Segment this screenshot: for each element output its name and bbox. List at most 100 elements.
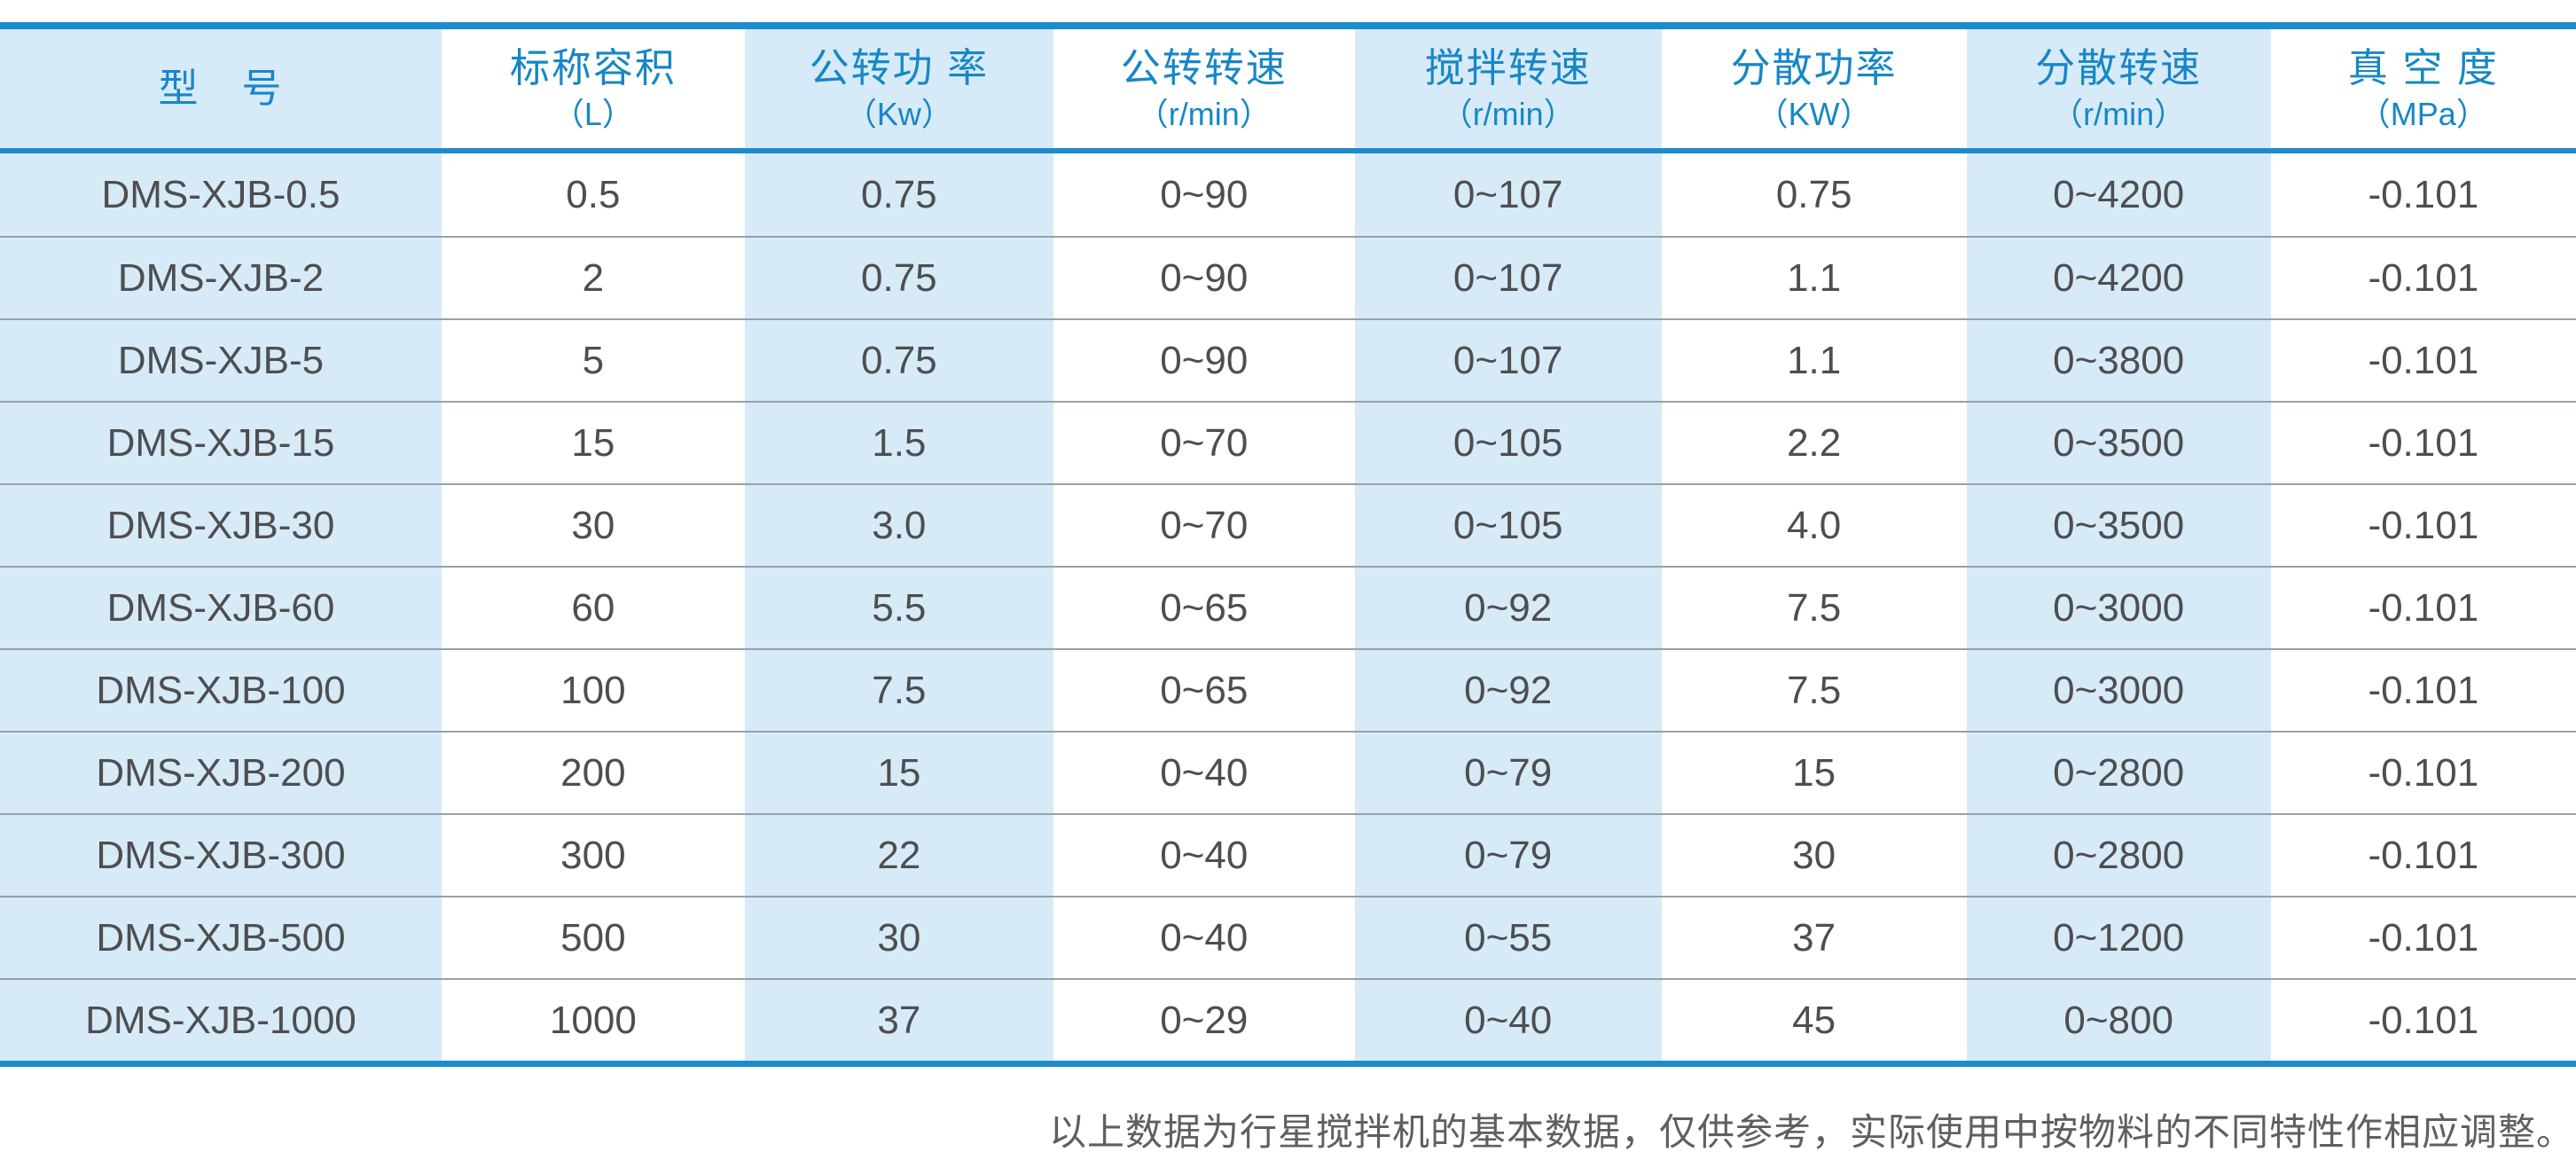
value-cell: 22 bbox=[744, 815, 1053, 896]
value-cell: -0.101 bbox=[2368, 750, 2479, 795]
value-cell: 60 bbox=[571, 585, 615, 630]
header-cell-2: 标称容积 （L） bbox=[442, 29, 745, 148]
table-row: DMS-XJB-500 500 30 0~40 0~55 37 0~1200 -0.101 bbox=[0, 896, 2576, 978]
header-unit: （L） bbox=[552, 95, 634, 132]
header-unit: （Kw） bbox=[844, 95, 953, 132]
header-unit: （r/min） bbox=[2051, 95, 2187, 132]
model-cell: DMS-XJB-2 bbox=[0, 238, 442, 318]
header-label: 搅拌转速 bbox=[1424, 45, 1592, 91]
value-cell: 0~4200 bbox=[1966, 153, 2271, 236]
value-cell: -0.101 bbox=[2368, 503, 2479, 547]
value-cell: 7.5 bbox=[1787, 668, 1842, 712]
value-cell: 0~70 bbox=[1160, 420, 1249, 465]
table-row: DMS-XJB-100 100 7.5 0~65 0~92 7.5 0~3000 -0.101 bbox=[0, 648, 2576, 731]
value-cell: 0~3800 bbox=[1966, 320, 2271, 401]
value-cell: 0~92 bbox=[1354, 650, 1662, 731]
header-cell-1: 型 号 bbox=[0, 29, 442, 148]
header-label: 型 号 bbox=[158, 66, 284, 112]
value-cell: 0~65 bbox=[1160, 668, 1249, 712]
value-cell: 37 bbox=[744, 980, 1053, 1061]
value-cell: 1.1 bbox=[1787, 338, 1842, 382]
header-unit: （r/min） bbox=[1136, 95, 1272, 132]
value-cell: 0~79 bbox=[1354, 815, 1662, 896]
value-cell: 0.75 bbox=[744, 153, 1053, 236]
value-cell: -0.101 bbox=[2368, 172, 2479, 216]
value-cell: 3.0 bbox=[744, 485, 1053, 566]
value-cell: 7.5 bbox=[1787, 585, 1842, 630]
model-cell: DMS-XJB-0.5 bbox=[0, 153, 442, 236]
table-row: DMS-XJB-60 60 5.5 0~65 0~92 7.5 0~3000 -0.101 bbox=[0, 566, 2576, 648]
header-label: 真 空 度 bbox=[2347, 45, 2499, 91]
value-cell: 0~3000 bbox=[1966, 568, 2271, 648]
value-cell: 300 bbox=[560, 833, 626, 877]
value-cell: 2 bbox=[582, 255, 605, 300]
value-cell: -0.101 bbox=[2368, 915, 2479, 960]
value-cell: 0.75 bbox=[744, 320, 1053, 401]
spec-table: 型 号 标称容积 （L） 公转功 率 （Kw） 公转转速 （r/min） 搅拌转速 （r/min… bbox=[0, 22, 2576, 1067]
header-unit: （KW） bbox=[1756, 95, 1872, 132]
value-cell: 0~800 bbox=[1966, 980, 2271, 1061]
value-cell: 15 bbox=[571, 420, 615, 465]
value-cell: 0~92 bbox=[1354, 568, 1662, 648]
value-cell: -0.101 bbox=[2368, 338, 2479, 382]
value-cell: 0.75 bbox=[1775, 172, 1852, 216]
value-cell: 500 bbox=[560, 915, 626, 960]
value-cell: -0.101 bbox=[2368, 998, 2479, 1042]
model-cell: DMS-XJB-60 bbox=[0, 568, 442, 648]
table-top-border bbox=[0, 22, 2576, 29]
value-cell: 30 bbox=[1792, 833, 1836, 877]
value-cell: 0~3000 bbox=[1966, 650, 2271, 731]
value-cell: 200 bbox=[560, 750, 626, 795]
table-body: DMS-XJB-0.5 0.5 0.75 0~90 0~107 0.75 0~4200 -0.… bbox=[0, 153, 2576, 1061]
model-cell: DMS-XJB-100 bbox=[0, 650, 442, 731]
header-cell-5: 搅拌转速 （r/min） bbox=[1354, 29, 1662, 148]
table-row: DMS-XJB-1000 1000 37 0~29 0~40 45 0~800 -0.101 bbox=[0, 978, 2576, 1061]
value-cell: 15 bbox=[744, 733, 1053, 813]
value-cell: 0~107 bbox=[1354, 153, 1662, 236]
header-unit: （r/min） bbox=[1440, 95, 1576, 132]
value-cell: 0~105 bbox=[1354, 403, 1662, 483]
model-cell: DMS-XJB-15 bbox=[0, 403, 442, 483]
footnote: 以上数据为行星搅拌机的基本数据，仅供参考，实际使用中按物料的不同特性作相应调整。 bbox=[1048, 1110, 2574, 1152]
value-cell: 0~107 bbox=[1354, 320, 1662, 401]
header-label: 分散功率 bbox=[1730, 45, 1898, 91]
header-unit: （MPa） bbox=[2358, 95, 2488, 132]
value-cell: 0~2800 bbox=[1966, 733, 2271, 813]
value-cell: 0~40 bbox=[1354, 980, 1662, 1061]
table-row: DMS-XJB-200 200 15 0~40 0~79 15 0~2800 -0.101 bbox=[0, 731, 2576, 813]
table-row: DMS-XJB-0.5 0.5 0.75 0~90 0~107 0.75 0~4200 -0.… bbox=[0, 153, 2576, 236]
value-cell: 37 bbox=[1792, 915, 1836, 960]
header-cell-6: 分散功率 （KW） bbox=[1662, 29, 1967, 148]
table-row: DMS-XJB-2 2 0.75 0~90 0~107 1.1 0~4200 -0.101 bbox=[0, 236, 2576, 318]
value-cell: 0~40 bbox=[1160, 833, 1249, 877]
header-cell-3: 公转功 率 （Kw） bbox=[744, 29, 1053, 148]
value-cell: 5 bbox=[582, 338, 605, 382]
header-cell-7: 分散转速 （r/min） bbox=[1966, 29, 2271, 148]
value-cell: 0~70 bbox=[1160, 503, 1249, 547]
header-label: 公转转速 bbox=[1120, 45, 1288, 91]
value-cell: 1000 bbox=[549, 998, 637, 1042]
value-cell: 0~90 bbox=[1160, 172, 1249, 216]
model-cell: DMS-XJB-1000 bbox=[0, 980, 442, 1061]
value-cell: 1.5 bbox=[744, 403, 1053, 483]
value-cell: 0~65 bbox=[1160, 585, 1249, 630]
value-cell: 4.0 bbox=[1787, 503, 1842, 547]
value-cell: 0~105 bbox=[1354, 485, 1662, 566]
value-cell: 0~3500 bbox=[1966, 403, 2271, 483]
value-cell: 15 bbox=[1792, 750, 1836, 795]
value-cell: -0.101 bbox=[2368, 833, 2479, 877]
header-label: 公转功 率 bbox=[809, 45, 990, 91]
value-cell: 45 bbox=[1792, 998, 1836, 1042]
value-cell: 0.75 bbox=[744, 238, 1053, 318]
value-cell: 1.1 bbox=[1787, 255, 1842, 300]
value-cell: 0~40 bbox=[1160, 915, 1249, 960]
value-cell: 0~79 bbox=[1354, 733, 1662, 813]
table-row: DMS-XJB-300 300 22 0~40 0~79 30 0~2800 -0.101 bbox=[0, 813, 2576, 896]
table-row: DMS-XJB-30 30 3.0 0~70 0~105 4.0 0~3500 -0.101 bbox=[0, 483, 2576, 566]
header-cell-8: 真 空 度 （MPa） bbox=[2271, 29, 2576, 148]
model-cell: DMS-XJB-500 bbox=[0, 897, 442, 978]
value-cell: 5.5 bbox=[744, 568, 1053, 648]
header-label: 分散转速 bbox=[2035, 45, 2203, 91]
value-cell: 2.2 bbox=[1787, 420, 1842, 465]
